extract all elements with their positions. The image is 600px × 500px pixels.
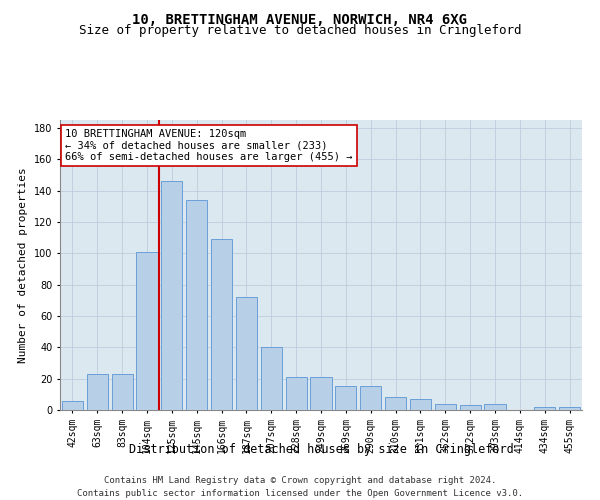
Bar — [559, 407, 580, 410]
Bar — [286, 377, 307, 410]
Bar — [87, 374, 108, 410]
Bar — [112, 374, 133, 410]
Bar — [211, 239, 232, 410]
Text: Contains HM Land Registry data © Crown copyright and database right 2024.
Contai: Contains HM Land Registry data © Crown c… — [77, 476, 523, 498]
Bar — [310, 377, 332, 410]
Bar — [484, 404, 506, 410]
Text: 10 BRETTINGHAM AVENUE: 120sqm
← 34% of detached houses are smaller (233)
66% of : 10 BRETTINGHAM AVENUE: 120sqm ← 34% of d… — [65, 128, 353, 162]
Bar — [161, 181, 182, 410]
Bar — [410, 399, 431, 410]
Text: Size of property relative to detached houses in Cringleford: Size of property relative to detached ho… — [79, 24, 521, 37]
Bar — [360, 386, 381, 410]
Text: 10, BRETTINGHAM AVENUE, NORWICH, NR4 6XG: 10, BRETTINGHAM AVENUE, NORWICH, NR4 6XG — [133, 12, 467, 26]
Bar — [385, 398, 406, 410]
Bar — [236, 297, 257, 410]
Bar — [62, 400, 83, 410]
Bar — [335, 386, 356, 410]
Text: Distribution of detached houses by size in Cringleford: Distribution of detached houses by size … — [128, 442, 514, 456]
Y-axis label: Number of detached properties: Number of detached properties — [19, 167, 28, 363]
Bar — [460, 406, 481, 410]
Bar — [136, 252, 158, 410]
Bar — [435, 404, 456, 410]
Bar — [261, 348, 282, 410]
Bar — [186, 200, 207, 410]
Bar — [534, 407, 555, 410]
